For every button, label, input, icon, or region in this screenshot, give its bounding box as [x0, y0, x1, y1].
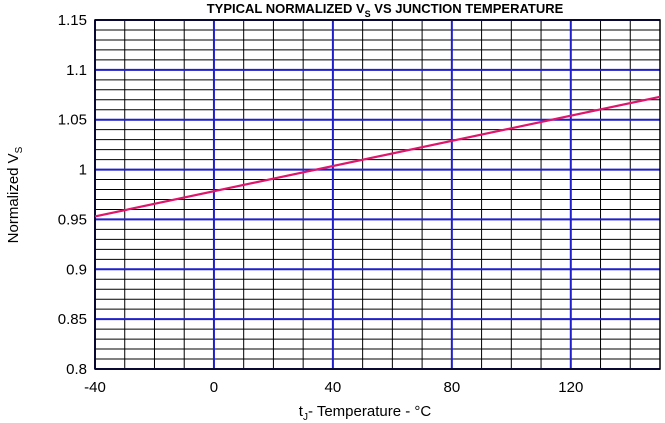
y-tick-label: 0.95 [58, 211, 87, 228]
y-axis-label: Normalized VS [5, 146, 25, 243]
y-tick-labels: 0.8 0.85 0.9 0.95 1 1.05 1.1 1.15 [58, 12, 87, 378]
minor-grid [94, 19, 661, 370]
y-tick-label: 1.1 [66, 62, 87, 79]
y-tick-label: 0.9 [66, 261, 87, 278]
x-tick-labels: -40 0 40 80 120 [84, 379, 583, 396]
series-layer [94, 95, 661, 218]
x-tick-label: 120 [558, 379, 583, 396]
y-tick-label: 0.85 [58, 311, 87, 328]
y-tick-label: 1.05 [58, 112, 87, 129]
x-tick-label: -40 [84, 379, 106, 396]
series-line-0 [94, 95, 661, 218]
x-axis-label: tJ- Temperature - °C [299, 403, 432, 423]
y-tick-label: 1 [79, 162, 87, 179]
y-tick-label: 1.15 [58, 12, 87, 29]
chart-title: TYPICAL NORMALIZED VS VS JUNCTION TEMPER… [207, 1, 564, 19]
plot-frame [94, 19, 661, 370]
x-tick-label: 0 [210, 379, 218, 396]
y-tick-label: 0.8 [66, 361, 87, 378]
major-grid [94, 19, 660, 370]
x-tick-label: 40 [325, 379, 342, 396]
x-tick-label: 80 [443, 379, 460, 396]
